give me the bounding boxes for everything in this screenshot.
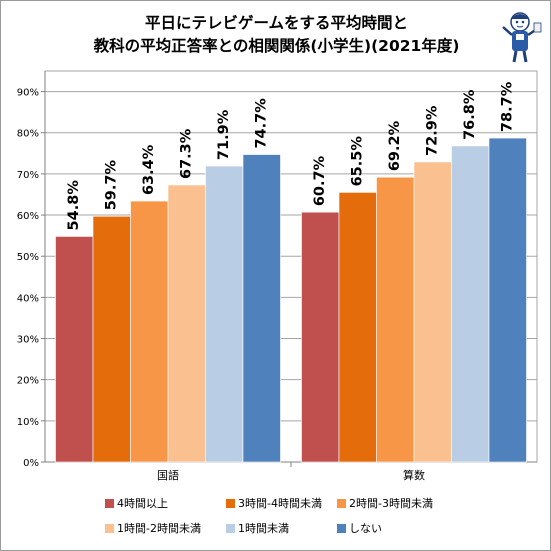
data-label: 72.9% [425,105,441,156]
y-tick-label: 80% [17,129,39,140]
data-label: 71.9% [216,109,232,160]
y-tick-label: 40% [17,293,39,304]
bar [488,137,527,463]
legend-label: 2時間-3時間未満 [349,497,433,510]
legend-swatch [337,524,346,533]
legend-item: 1時間未満 [226,522,289,535]
data-label: 59.7% [104,160,120,211]
legend-item: 3時間-4時間未満 [226,497,322,510]
bar [451,145,490,463]
y-tick-label: 0% [23,458,39,469]
data-label: 76.8% [462,89,478,140]
legend-swatch [226,524,235,533]
bar [167,184,206,463]
x-category-label: 算数 [403,468,425,482]
bar [376,176,415,463]
legend-swatch [226,499,235,508]
bar [130,200,169,463]
data-label: 69.2% [387,120,403,171]
data-label: 63.4% [141,144,157,195]
y-tick-label: 20% [17,376,39,387]
legend-label: 1時間-2時間未満 [117,522,201,535]
y-tick-label: 50% [17,252,39,263]
mascot-logo [502,12,542,63]
legend-label: 4時間以上 [117,497,168,510]
x-category-label: 国語 [157,468,179,482]
data-label: 67.3% [179,128,195,179]
bar [301,211,340,463]
legend-label: しない [349,522,382,535]
bar [55,236,94,463]
data-label: 60.7% [312,155,328,206]
legend-item: 1時間-2時間未満 [105,522,201,535]
y-tick-label: 60% [17,211,39,222]
legend-item: 4時間以上 [105,497,168,510]
y-tick-label: 30% [17,335,39,346]
data-label: 78.7% [500,81,516,132]
y-tick-label: 90% [17,88,39,99]
y-tick-label: 70% [17,170,39,181]
legend-label: 1時間未満 [238,522,289,535]
y-tick-label: 10% [17,417,39,428]
legend-label: 3時間-4時間未満 [238,497,322,510]
legend-swatch [105,499,114,508]
data-label: 54.8% [66,180,82,231]
chart-title-line-1: 平日にテレビゲームをする平均時間と [144,14,409,32]
legend-item: しない [337,522,382,535]
legend-swatch [105,524,114,533]
bar [242,154,281,463]
legend-item: 2時間-3時間未満 [337,497,433,510]
bar [338,192,377,463]
data-label: 74.7% [254,98,270,149]
bar [205,165,244,463]
chart-title-line-2: 教科の平均正答率との相関関係(小学生)(2021年度) [93,37,460,55]
bar [92,215,131,463]
legend-swatch [337,499,346,508]
data-label: 65.5% [350,136,366,187]
bar [413,161,452,463]
